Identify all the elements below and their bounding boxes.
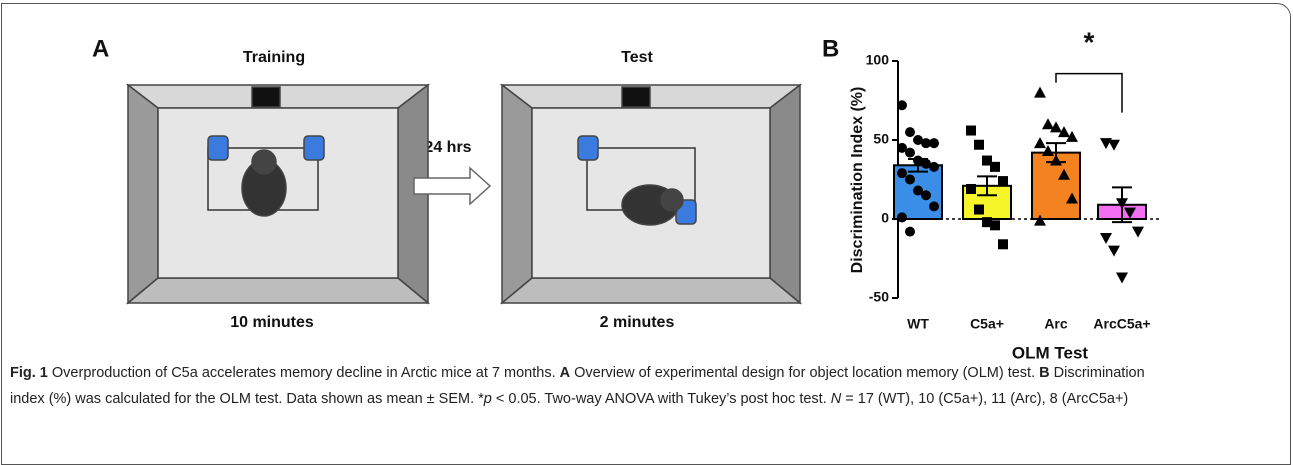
data-point	[998, 239, 1008, 249]
y-axis-label: Discrimination Index (%)	[849, 87, 866, 274]
data-point	[905, 175, 915, 185]
panel-label: B	[822, 35, 839, 62]
data-point	[1034, 87, 1046, 98]
significance-bracket	[1056, 74, 1122, 113]
caption-figure: Fig. 1	[10, 365, 48, 381]
data-point	[921, 190, 931, 200]
data-point	[998, 176, 1008, 186]
interval-label: 24 hrs	[424, 139, 471, 156]
y-tick-label: 100	[866, 52, 890, 68]
data-point	[1034, 137, 1046, 148]
significance-label: *	[1084, 26, 1095, 57]
test-time: 2 minutes	[600, 314, 675, 331]
training-time: 10 minutes	[230, 314, 314, 331]
data-point	[990, 220, 1000, 230]
data-point	[966, 126, 976, 136]
x-axis-label: OLM Test	[1012, 343, 1089, 360]
data-point	[974, 140, 984, 150]
caption: Fig. 1 Overproduction of C5a accelerates…	[10, 360, 1160, 412]
figure: A Training Test 24 hrs 10 minutes 2 minu…	[0, 0, 1293, 360]
data-point	[1108, 140, 1120, 151]
data-point	[1108, 246, 1120, 257]
data-point	[1100, 233, 1112, 244]
data-point	[1132, 227, 1144, 238]
data-point	[929, 162, 939, 172]
data-point	[966, 184, 976, 194]
data-point	[929, 138, 939, 148]
data-point	[929, 201, 939, 211]
caption-text: < 0.05. Two-way ANOVA with Tukey’s post …	[492, 391, 831, 407]
x-tick-label: C5a+	[970, 316, 1004, 332]
data-point	[974, 205, 984, 215]
y-tick-label: 0	[881, 210, 889, 226]
caption-text: Overview of experimental design for obje…	[570, 365, 1039, 381]
data-point	[897, 168, 907, 178]
data-point	[905, 227, 915, 237]
arena-test	[502, 85, 800, 303]
data-point	[1042, 118, 1054, 129]
x-tick-label: WT	[907, 316, 929, 332]
page: A Training Test 24 hrs 10 minutes 2 minu…	[0, 0, 1293, 451]
caption-panel: A	[560, 365, 570, 381]
data-point	[990, 162, 1000, 172]
arena-training	[128, 85, 428, 303]
caption-symbol: N	[831, 391, 841, 407]
x-tick-label: Arc	[1044, 316, 1068, 332]
x-tick-label: ArcC5a+	[1093, 316, 1150, 332]
training-label: Training	[243, 49, 305, 66]
y-tick-label: -50	[869, 289, 889, 305]
data-point	[905, 127, 915, 137]
y-tick-label: 50	[873, 131, 889, 147]
data-point	[905, 148, 915, 158]
data-point	[897, 212, 907, 222]
data-point	[897, 100, 907, 110]
caption-symbol: p	[484, 391, 492, 407]
caption-text: = 17 (WT), 10 (C5a+), 11 (Arc), 8 (ArcC5…	[841, 391, 1128, 407]
data-point	[1116, 272, 1128, 283]
caption-panel: B	[1039, 365, 1049, 381]
test-label: Test	[621, 49, 653, 66]
panel-label: A	[92, 35, 109, 62]
caption-text: Overproduction of C5a accelerates memory…	[48, 365, 560, 381]
